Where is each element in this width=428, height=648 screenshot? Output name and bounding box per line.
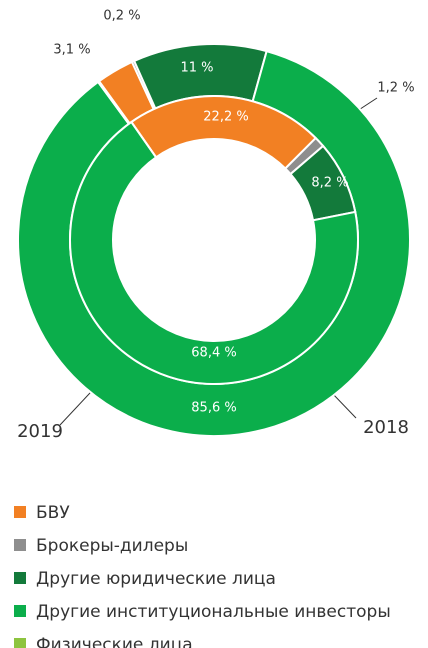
data-label: 8,2 % <box>311 176 348 191</box>
data-label: 3,1 % <box>53 43 90 58</box>
legend-swatch <box>14 638 26 648</box>
donut-segment <box>69 120 359 385</box>
legend-label: Физические лица <box>36 635 193 648</box>
data-label: 22,2 % <box>203 110 248 125</box>
data-label: 11 % <box>180 61 213 76</box>
legend-swatch <box>14 572 26 584</box>
legend-swatch <box>14 605 26 617</box>
series-label: 2018 <box>363 417 409 438</box>
legend-label: БВУ <box>36 503 70 523</box>
legend-label: Другие институциональные инвесторы <box>36 602 391 622</box>
legend-swatch <box>14 539 26 551</box>
data-label: 68,4 % <box>191 346 236 361</box>
data-label: 85,6 % <box>191 401 236 416</box>
series-label: 2019 <box>17 421 63 442</box>
data-label: 1,2 % <box>377 81 414 96</box>
legend-swatch <box>14 506 26 518</box>
data-label: 0,2 % <box>103 9 140 24</box>
legend-label: Другие юридические лица <box>36 569 276 589</box>
legend-label: Брокеры-дилеры <box>36 536 188 556</box>
